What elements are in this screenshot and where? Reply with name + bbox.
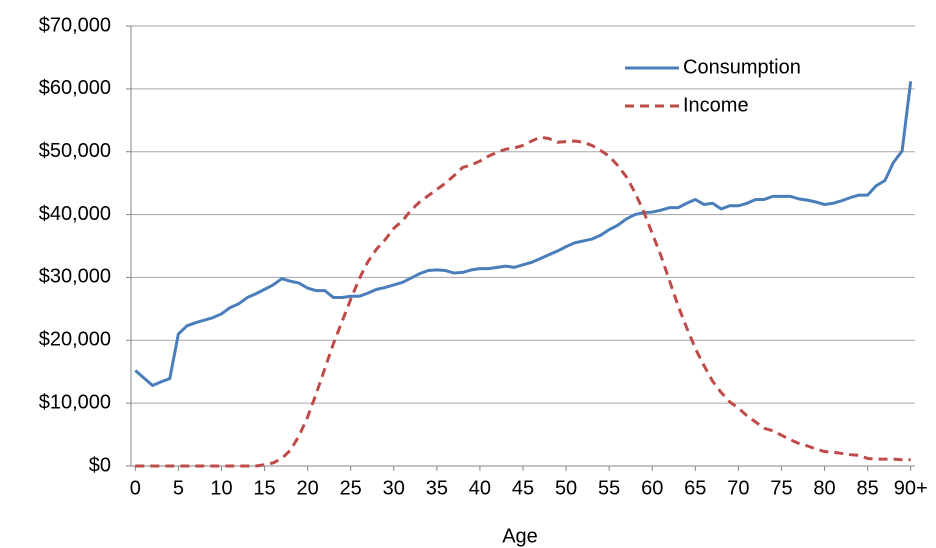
x-tick-label: 90+ [894, 477, 928, 499]
x-tick-label: 70 [727, 477, 749, 499]
x-tick-label: 40 [469, 477, 491, 499]
x-tick-label: 0 [130, 477, 141, 499]
y-tick-label: $0 [89, 454, 111, 476]
y-tick-label: $10,000 [39, 391, 111, 413]
line-series [135, 135, 911, 468]
line-series [134, 81, 913, 388]
x-tick-label: 35 [426, 477, 448, 499]
y-tick-label: $60,000 [39, 77, 111, 99]
x-tick-label: 10 [210, 477, 232, 499]
x-tick-label: 5 [173, 477, 184, 499]
y-tick-label: $70,000 [39, 14, 111, 36]
x-tick-label: 55 [598, 477, 620, 499]
x-tick-label: 45 [512, 477, 534, 499]
y-tick-label: $20,000 [39, 329, 111, 351]
x-tick-label: 20 [296, 477, 318, 499]
x-tick-label: 85 [856, 477, 878, 499]
x-tick-label: 75 [770, 477, 792, 499]
x-axis-label: Age [502, 525, 538, 547]
legend-label: Consumption [683, 56, 801, 78]
x-tick-label: 25 [340, 477, 362, 499]
x-tick-label: 50 [555, 477, 577, 499]
x-tick-label: 15 [253, 477, 275, 499]
x-tick-label: 80 [813, 477, 835, 499]
x-tick-label: 30 [383, 477, 405, 499]
y-tick-label: $50,000 [39, 140, 111, 162]
y-tick-label: $30,000 [39, 266, 111, 288]
x-tick-label: 65 [684, 477, 706, 499]
x-tick-label: 60 [641, 477, 663, 499]
y-tick-label: $40,000 [39, 203, 111, 225]
legend-label: Income [683, 94, 749, 116]
